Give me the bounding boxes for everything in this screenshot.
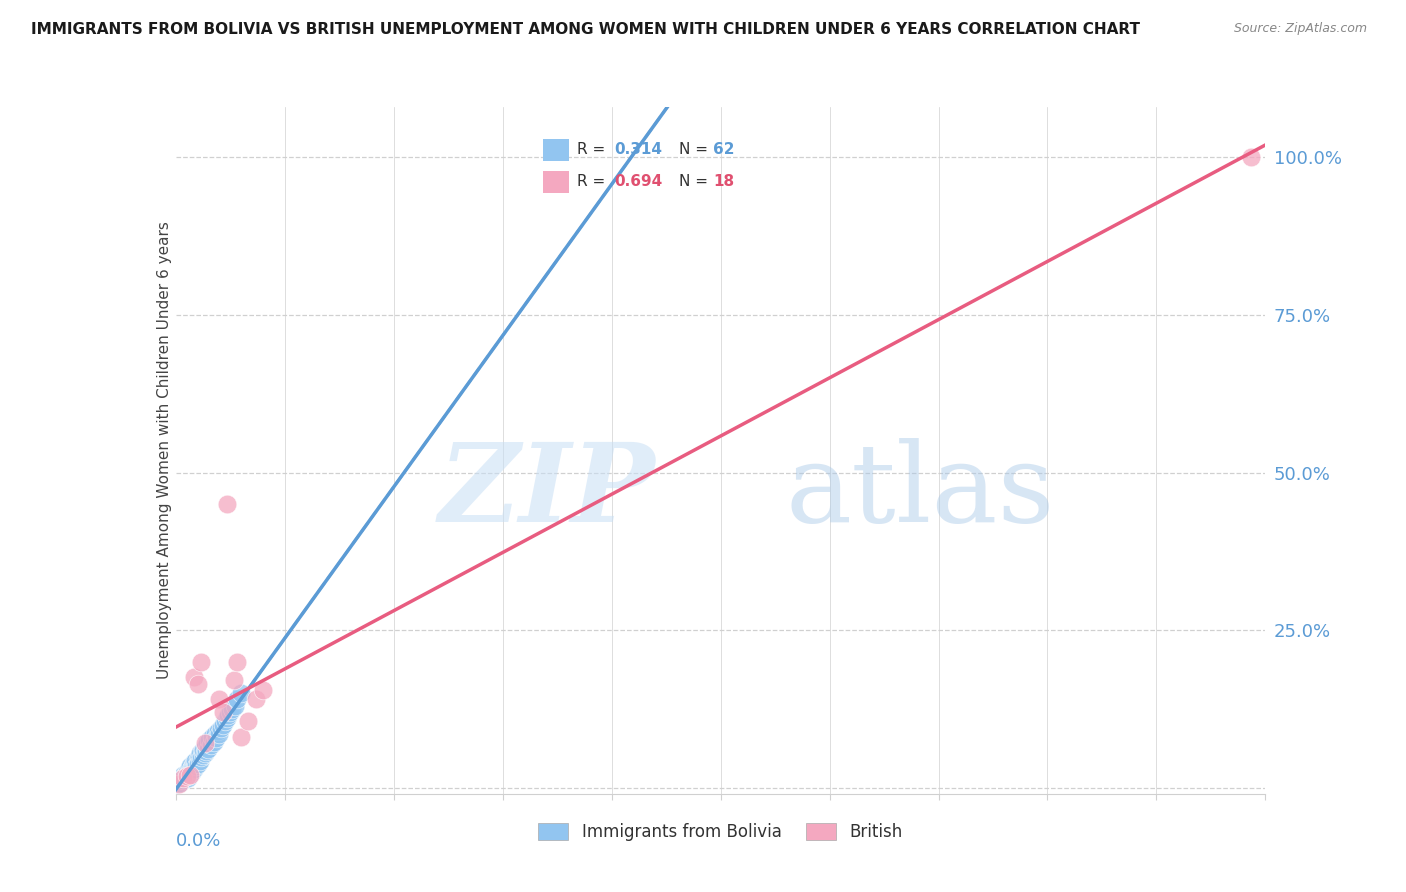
Point <box>207 723 229 738</box>
Point <box>231 686 253 700</box>
Point <box>181 758 204 772</box>
Point <box>231 730 253 744</box>
Point <box>179 758 201 772</box>
Point <box>177 762 200 776</box>
Point <box>195 736 218 750</box>
Text: ZIP: ZIP <box>439 438 655 545</box>
Point <box>202 735 225 749</box>
Point <box>167 774 190 789</box>
Point <box>183 756 205 771</box>
Point <box>184 754 207 768</box>
Point <box>169 776 191 790</box>
Point <box>204 727 226 741</box>
Point <box>208 727 231 741</box>
Point <box>172 768 194 782</box>
Point <box>226 692 249 706</box>
Point <box>179 763 201 777</box>
Point <box>193 743 215 757</box>
Point <box>215 711 238 725</box>
Point <box>188 754 211 768</box>
Y-axis label: Unemployment Among Women with Children Under 6 years: Unemployment Among Women with Children U… <box>157 221 172 680</box>
Point <box>174 771 197 785</box>
Point <box>176 769 198 783</box>
Point <box>212 717 235 731</box>
Point <box>181 763 204 777</box>
Point <box>238 714 260 729</box>
Point <box>209 721 232 735</box>
Point <box>186 756 209 771</box>
Point <box>179 768 201 782</box>
Point <box>201 730 224 744</box>
Point <box>176 768 198 782</box>
Point <box>172 771 194 785</box>
Point <box>224 698 246 713</box>
Point <box>221 702 243 716</box>
Point <box>184 758 207 772</box>
Point <box>172 772 194 787</box>
Point <box>198 733 221 747</box>
Point <box>212 705 235 719</box>
Point <box>226 655 249 669</box>
Point <box>197 741 219 756</box>
Point <box>214 714 236 729</box>
Point <box>176 769 198 783</box>
Point <box>177 766 200 780</box>
Point <box>191 744 214 758</box>
Text: IMMIGRANTS FROM BOLIVIA VS BRITISH UNEMPLOYMENT AMONG WOMEN WITH CHILDREN UNDER : IMMIGRANTS FROM BOLIVIA VS BRITISH UNEMP… <box>31 22 1140 37</box>
Point <box>180 764 202 779</box>
Point <box>188 749 211 764</box>
Point <box>222 673 245 688</box>
Point <box>177 771 200 785</box>
Point <box>190 655 212 669</box>
Point <box>194 746 217 760</box>
Point <box>190 746 212 760</box>
Point <box>208 692 231 706</box>
Point <box>194 736 217 750</box>
Point <box>169 772 191 787</box>
Point <box>200 738 222 752</box>
Point <box>217 708 239 723</box>
Text: Source: ZipAtlas.com: Source: ZipAtlas.com <box>1233 22 1367 36</box>
Point <box>194 739 217 754</box>
Point <box>191 747 214 762</box>
Text: atlas: atlas <box>786 438 1056 545</box>
Text: 0.0%: 0.0% <box>176 831 221 850</box>
Point <box>205 731 228 746</box>
Point <box>176 764 198 779</box>
Point <box>180 760 202 774</box>
Point <box>179 764 201 779</box>
Point <box>245 692 267 706</box>
Point <box>1240 151 1263 165</box>
Point <box>190 750 212 764</box>
Point <box>186 752 209 766</box>
Point <box>170 771 193 785</box>
Point <box>167 775 190 789</box>
Point <box>174 766 197 780</box>
Point <box>215 497 238 511</box>
Point <box>183 762 205 776</box>
Point <box>186 676 209 690</box>
Point <box>180 762 202 776</box>
Point <box>169 777 191 791</box>
Point <box>252 682 274 697</box>
Point <box>219 705 242 719</box>
Point <box>183 670 205 684</box>
Point <box>166 777 188 791</box>
Point <box>183 756 205 770</box>
Legend: Immigrants from Bolivia, British: Immigrants from Bolivia, British <box>531 816 910 847</box>
Point <box>173 769 195 783</box>
Point <box>195 744 218 758</box>
